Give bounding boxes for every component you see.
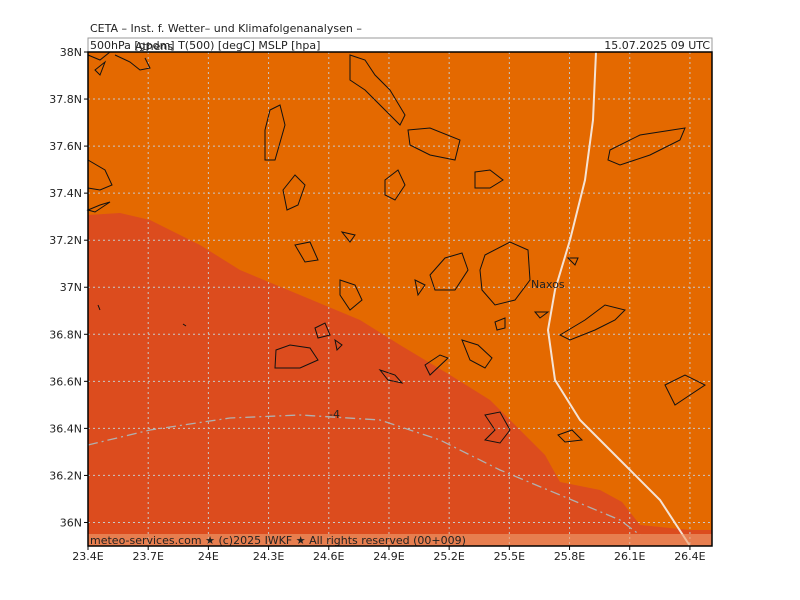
y-tick-label: 36.8N — [49, 328, 82, 341]
place-label: Naxos — [531, 278, 565, 291]
y-tick-label: 36.2N — [49, 469, 82, 482]
y-tick-label: 37.8N — [49, 93, 82, 106]
temperature-contour — [87, 414, 641, 536]
map-area: Athens Naxos -4 meteo-services.com ★ (c)… — [86, 40, 713, 547]
x-tick-label: 24E — [198, 550, 219, 563]
x-tick-label: 24.6E — [313, 550, 344, 563]
x-tick-label: 25.5E — [494, 550, 525, 563]
map-frame — [87, 51, 713, 547]
header-fields: 500hPa [gpdm] T(500) [degC] MSLP [hpa] — [90, 39, 320, 52]
y-tick-label: 37.2N — [49, 234, 82, 247]
contour-label: -4 — [329, 408, 340, 421]
isobar — [546, 51, 691, 547]
x-tick-label: 25.8E — [554, 550, 585, 563]
x-tick-label: 24.9E — [373, 550, 404, 563]
x-tick-label: 23.7E — [132, 550, 163, 563]
y-tick-label: 36.6N — [49, 375, 82, 388]
y-tick-label: 37N — [60, 281, 82, 294]
temp-region-warm — [88, 213, 712, 546]
y-tick-label: 38N — [60, 46, 82, 59]
header-title: CETA – Inst. f. Wetter– und Klimafolgena… — [90, 22, 362, 35]
x-tick-label: 25.2E — [433, 550, 464, 563]
footer-bar — [88, 534, 712, 546]
y-tick-label: 36N — [60, 516, 82, 529]
x-tick-label: 26.1E — [614, 550, 645, 563]
x-tick-label: 24.3E — [253, 550, 284, 563]
header-valid: 15.07.2025 09 UTC — [604, 39, 710, 52]
footer-text: meteo-services.com ★ (c)2025 IWKF ★ All … — [90, 534, 466, 547]
x-tick-label: 26.4E — [674, 550, 705, 563]
y-tick-label: 37.6N — [49, 140, 82, 153]
place-label: Athens — [135, 40, 173, 53]
y-tick-label: 37.4N — [49, 187, 82, 200]
x-tick-label: 23.4E — [72, 550, 103, 563]
y-tick-label: 36.4N — [49, 422, 82, 435]
coastlines — [86, 51, 706, 444]
